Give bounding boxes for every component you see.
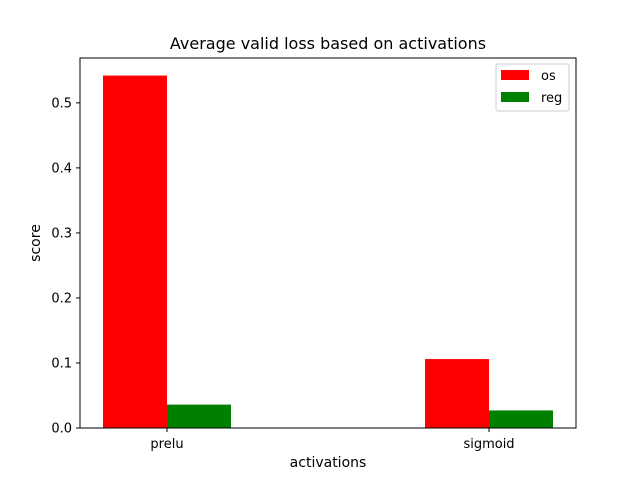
legend: os reg xyxy=(495,63,570,112)
x-axis-label: activations xyxy=(290,455,367,471)
bar-reg-prelu xyxy=(167,404,231,428)
y-axis-ticks: 0.0 0.1 0.2 0.3 0.4 0.5 xyxy=(51,96,80,437)
bars-group xyxy=(103,75,553,428)
x-axis-ticks: prelu sigmoid xyxy=(150,428,515,452)
bar-os-sigmoid xyxy=(425,359,489,428)
y-tick-label: 0.5 xyxy=(51,96,72,111)
plot-frame xyxy=(79,57,577,429)
bar-os-prelu xyxy=(103,75,167,428)
x-tick-label-prelu: prelu xyxy=(150,437,183,452)
legend-label-os: os xyxy=(541,69,556,84)
bar-reg-sigmoid xyxy=(489,410,553,428)
y-axis-label: score xyxy=(28,224,44,262)
chart-title: Average valid loss based on activations xyxy=(170,34,486,53)
y-tick-label: 0.3 xyxy=(51,226,72,241)
legend-swatch-reg xyxy=(501,92,529,102)
y-tick-label: 0.4 xyxy=(51,161,72,176)
y-tick-label: 0.1 xyxy=(51,356,72,371)
y-tick-label: 0.0 xyxy=(51,422,72,437)
x-tick-label-sigmoid: sigmoid xyxy=(463,437,514,452)
y-tick-label: 0.2 xyxy=(51,291,72,306)
legend-swatch-os xyxy=(501,70,529,80)
legend-label-reg: reg xyxy=(541,91,562,106)
